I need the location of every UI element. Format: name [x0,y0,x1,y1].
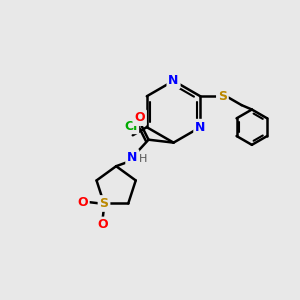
Text: N: N [127,151,137,164]
Text: S: S [100,197,109,210]
Text: N: N [168,74,179,87]
Text: S: S [218,90,227,103]
Text: O: O [97,218,108,232]
Text: O: O [77,196,88,208]
Text: Cl: Cl [125,120,138,133]
Text: O: O [134,111,145,124]
Text: H: H [139,154,147,164]
Text: N: N [195,121,206,134]
